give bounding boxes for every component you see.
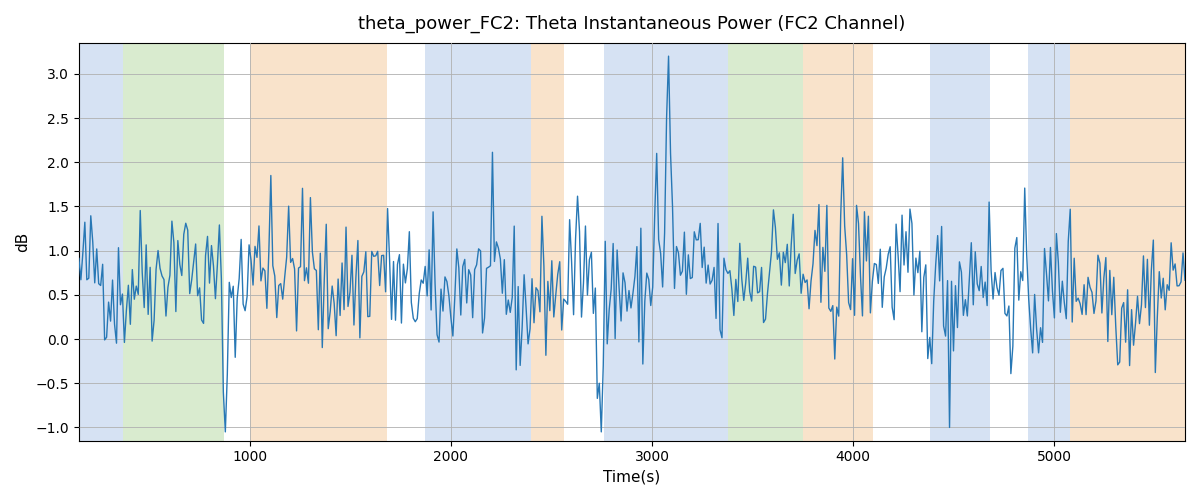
Bar [874, 43, 930, 440]
Bar [532, 43, 564, 440]
Bar [990, 43, 1028, 440]
Bar [425, 43, 532, 440]
Bar [79, 43, 124, 440]
Bar [728, 43, 803, 440]
Bar [1028, 43, 1070, 440]
Bar [604, 43, 662, 440]
Bar [124, 43, 223, 440]
Bar [223, 43, 250, 440]
Bar [662, 43, 728, 440]
X-axis label: Time(s): Time(s) [604, 470, 660, 485]
Title: theta_power_FC2: Theta Instantaneous Power (FC2 Channel): theta_power_FC2: Theta Instantaneous Pow… [359, 15, 906, 34]
Bar [803, 43, 874, 440]
Bar [250, 43, 386, 440]
Bar [564, 43, 604, 440]
Bar [1070, 43, 1184, 440]
Y-axis label: dB: dB [14, 232, 30, 252]
Bar [930, 43, 990, 440]
Bar [386, 43, 425, 440]
